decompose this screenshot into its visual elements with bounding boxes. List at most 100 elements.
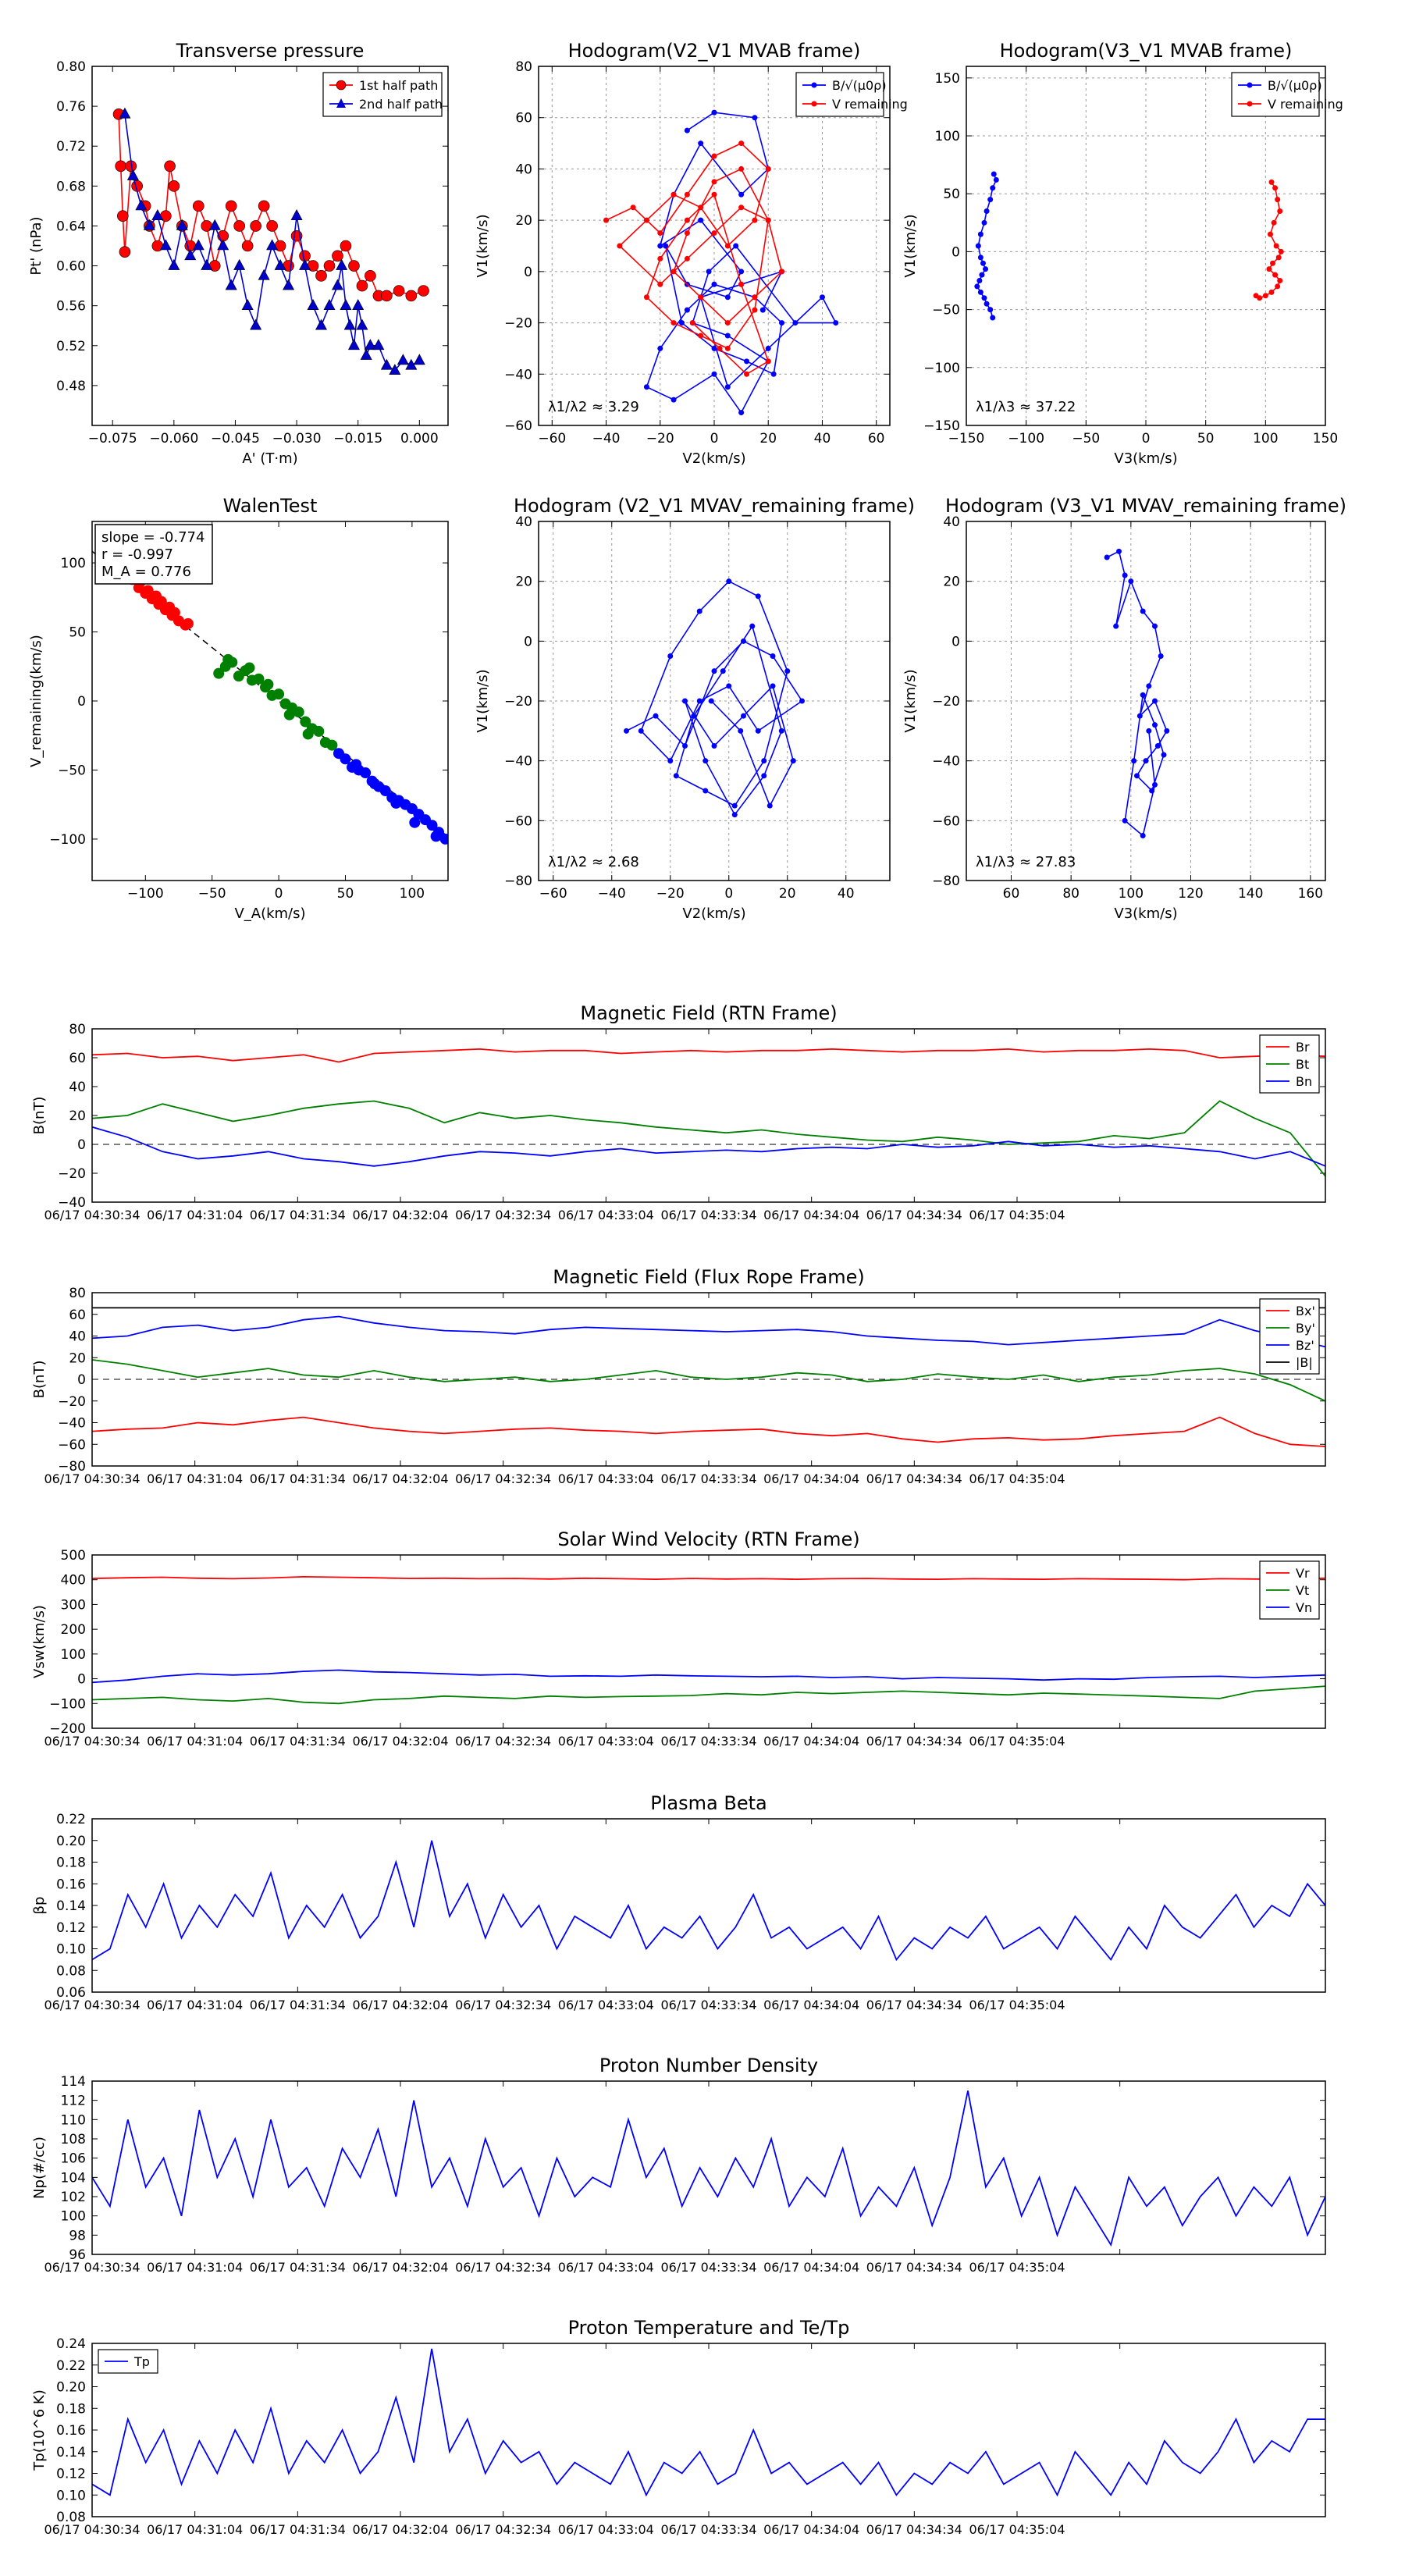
x-tick-label: −50: [198, 886, 226, 902]
x-tick-label: 06/17 04:32:34: [455, 2260, 551, 2275]
legend-label: Bx': [1296, 1304, 1315, 1318]
data-point: [698, 333, 704, 339]
data-point: [784, 668, 791, 674]
chart-title: Solar Wind Velocity (RTN Frame): [557, 1528, 859, 1550]
y-tick-label: 20: [69, 1108, 86, 1124]
data-point-triangle: [250, 318, 262, 330]
x-tick-label: 40: [814, 431, 831, 447]
x-tick-label: −60: [539, 886, 567, 902]
data-point-circle: [315, 270, 327, 282]
data-point: [1113, 623, 1119, 629]
plot-area: [603, 109, 839, 416]
plot-area: [92, 1048, 1325, 1177]
y-tick-label: −40: [58, 1195, 86, 1211]
data-point: [770, 371, 777, 377]
data-point: [990, 185, 996, 191]
y-axis-label: V1(km/s): [475, 214, 491, 277]
series-line-0: [626, 580, 803, 817]
legend-label: Vn: [1296, 1600, 1312, 1615]
data-point-triangle: [336, 258, 348, 270]
x-tick-label: 06/17 04:33:04: [558, 1734, 654, 1749]
x-tick-label: 06/17 04:34:34: [866, 1208, 962, 1222]
x-tick-label: 06/17 04:31:34: [250, 2522, 346, 2537]
data-point: [1140, 692, 1146, 698]
x-tick-label: 06/17 04:32:04: [352, 2522, 448, 2537]
series-line-0: [92, 2348, 1325, 2497]
x-tick-label: 0: [724, 886, 733, 902]
y-tick-label: 0.16: [56, 2423, 86, 2439]
eigenvalue-ratio-label: λ1/λ3 ≈ 37.22: [976, 399, 1076, 415]
data-point: [678, 320, 685, 326]
x-tick-label: 06/17 04:34:04: [763, 2522, 859, 2537]
y-tick-label: 100: [61, 556, 86, 571]
y-tick-label: −60: [932, 813, 960, 829]
data-point: [724, 294, 731, 301]
x-tick-label: 120: [1178, 886, 1203, 902]
y-tick-label: −100: [49, 1696, 86, 1712]
data-point: [439, 833, 448, 845]
data-point: [779, 320, 785, 326]
data-point: [1275, 283, 1281, 290]
x-tick-label: 06/17 04:33:34: [660, 1471, 756, 1486]
chart-title: Magnetic Field (RTN Frame): [580, 1002, 837, 1024]
y-tick-label: −40: [58, 1416, 86, 1432]
data-point: [409, 817, 421, 828]
data-point: [759, 307, 766, 313]
data-point: [765, 165, 771, 172]
y-axis-label: B(nT): [31, 1361, 48, 1399]
y-tick-label: 108: [61, 2132, 86, 2147]
x-tick-label: 40: [838, 886, 855, 902]
x-tick-label: 06/17 04:34:34: [866, 1998, 962, 2012]
legend-label: 1st half path: [359, 78, 438, 93]
y-tick-label: 0.14: [56, 2445, 86, 2460]
data-point: [738, 141, 745, 147]
data-point: [617, 243, 623, 249]
data-point-triangle: [397, 354, 409, 365]
x-tick-label: 06/17 04:31:34: [250, 1208, 346, 1222]
data-point-triangle: [126, 169, 139, 180]
data-point-circle: [332, 250, 343, 262]
x-tick-label: −50: [1072, 431, 1100, 447]
data-point: [1268, 179, 1275, 185]
y-tick-label: −40: [504, 754, 532, 770]
data-point: [1253, 293, 1259, 299]
data-point-circle: [225, 200, 237, 212]
data-point: [981, 295, 987, 301]
data-point: [717, 345, 723, 351]
data-point-circle: [258, 200, 270, 212]
x-tick-label: 06/17 04:31:34: [250, 1471, 346, 1486]
legend: B/√(μ0ρ) V remaining: [795, 72, 908, 117]
y-tick-label: 0.60: [56, 259, 86, 275]
data-point: [767, 802, 773, 809]
data-point: [738, 269, 745, 275]
data-point: [1271, 219, 1277, 226]
legend: B/√(μ0ρ) V remaining: [1231, 72, 1343, 117]
data-point: [755, 593, 761, 600]
x-axis-label: V2(km/s): [682, 450, 745, 467]
y-tick-label: 0: [951, 634, 960, 649]
y-tick-label: 150: [935, 71, 960, 87]
x-tick-label: 06/17 04:33:04: [558, 2260, 654, 2275]
data-point: [682, 743, 688, 749]
legend-marker: [336, 98, 346, 108]
x-axis-label: V2(km/s): [682, 906, 745, 922]
plot-area: [92, 1840, 1325, 1962]
y-tick-label: 0.22: [56, 2358, 86, 2374]
x-tick-label: 06/17 04:33:34: [660, 2522, 756, 2537]
legend-label: By': [1296, 1321, 1315, 1336]
data-point: [164, 601, 176, 613]
x-tick-label: 06/17 04:33:34: [660, 2260, 756, 2275]
data-point: [1146, 683, 1152, 689]
series-line-2: [92, 1315, 1325, 1348]
data-point: [984, 208, 990, 214]
x-tick-label: −100: [127, 886, 164, 902]
data-point: [1277, 278, 1283, 284]
y-tick-label: 20: [943, 575, 960, 590]
data-point: [708, 698, 714, 704]
y-axis-label: Vsw(km/s): [31, 1605, 48, 1678]
chart-title: Proton Temperature and Te/Tp: [568, 2317, 850, 2339]
y-tick-label: 96: [69, 2247, 86, 2263]
data-point: [1270, 260, 1276, 266]
y-tick-label: −50: [932, 303, 960, 318]
